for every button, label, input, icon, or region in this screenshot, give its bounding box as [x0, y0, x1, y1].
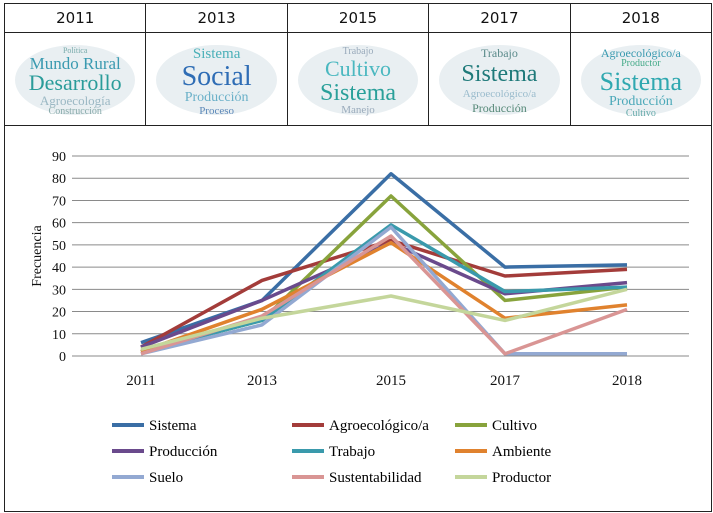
y-axis-label: Frecuencia — [30, 225, 45, 287]
y-tick-label: 90 — [52, 150, 66, 165]
word-cloud-row: Política Mundo Rural Desarrollo Agroecologí… — [5, 33, 711, 126]
year-header: 2017 — [429, 4, 571, 32]
cloud-word: Trabajo — [480, 46, 518, 60]
x-tick-label: 2015 — [376, 373, 406, 389]
cloud-word: Política — [62, 46, 88, 55]
year-header-row: 2011 2013 2015 2017 2018 — [5, 4, 711, 33]
cloud-word: Sistema — [599, 67, 682, 96]
cloud-word: Social — [181, 60, 252, 92]
cloud-word: Trabajo — [342, 46, 374, 57]
y-tick-label: 70 — [52, 194, 66, 209]
line-chart: 0 10 20 30 40 50 60 70 80 90 2011 2013 2015 2017 2018 F… — [30, 150, 689, 486]
cloud-word: Sistema — [192, 46, 241, 62]
year-header: 2011 — [5, 4, 147, 32]
legend-label: Suelo — [149, 470, 183, 486]
cloud-word: Manejo — [341, 104, 375, 117]
legend-label: Trabajo — [329, 444, 375, 460]
figure: 2011 2013 2015 2017 2018 Política Mundo R… — [4, 3, 712, 512]
y-tick-label: 60 — [52, 217, 66, 232]
cloud-word: Producción — [608, 94, 673, 109]
legend-label: Productor — [492, 470, 551, 486]
cloud-shape — [297, 45, 419, 115]
y-tick-label: 80 — [52, 172, 66, 187]
cloud-word: Desarrollo — [28, 70, 122, 95]
word-cloud: Agroecológico/a Productor Sistema Producció… — [571, 33, 711, 125]
word-cloud: Política Mundo Rural Desarrollo Agroecologí… — [5, 33, 147, 125]
cloud-word: Agroecología — [39, 93, 111, 108]
x-tick-label: 2017 — [490, 373, 521, 389]
legend-label: Sustentabilidad — [329, 470, 422, 486]
cloud-word: Productor — [621, 58, 661, 69]
cloud-word: Agroecológico/a — [600, 46, 681, 60]
x-tick-label: 2018 — [612, 373, 642, 389]
cloud-shape — [15, 45, 136, 115]
legend-label: Producción — [149, 444, 218, 460]
cloud-word: Producción — [184, 90, 249, 105]
y-tick-label: 30 — [52, 283, 66, 298]
legend-label: Cultivo — [492, 418, 537, 434]
cloud-word: Sistema — [461, 60, 538, 87]
cloud-word: Cultivo — [625, 108, 656, 119]
y-tick-label: 20 — [52, 306, 66, 321]
x-tick-label: 2013 — [247, 373, 277, 389]
cloud-word: Sistema — [320, 79, 397, 106]
y-tick-label: 10 — [52, 328, 66, 343]
cloud-word: Proceso — [199, 104, 235, 117]
cloud-word: Cultivo — [325, 55, 392, 81]
cloud-word: Mundo Rural — [29, 54, 121, 73]
legend-label: Sistema — [149, 418, 197, 434]
y-tick-label: 50 — [52, 239, 66, 254]
legend-label: Ambiente — [492, 444, 551, 460]
year-header: 2018 — [621, 9, 660, 27]
legend-label: Agroecológico/a — [329, 418, 429, 434]
year-header: 2013 — [146, 4, 288, 32]
x-tick-label: 2011 — [126, 373, 155, 389]
cloud-shape — [156, 45, 277, 115]
y-tick-label: 40 — [52, 261, 66, 276]
cloud-word: Construcción — [48, 106, 102, 117]
year-header: 2015 — [288, 4, 430, 32]
cloud-word: Agroecológico/a — [462, 87, 537, 100]
word-cloud: Trabajo Sistema Agroecológico/a Producción — [429, 33, 571, 125]
cloud-word: Producción — [472, 101, 527, 116]
cloud-shape — [580, 45, 702, 115]
word-cloud: Sistema Social Producción Proceso — [146, 33, 288, 125]
word-cloud: Trabajo Cultivo Sistema Manejo — [288, 33, 430, 125]
y-tick-label: 0 — [59, 350, 66, 365]
cloud-shape — [439, 45, 560, 115]
